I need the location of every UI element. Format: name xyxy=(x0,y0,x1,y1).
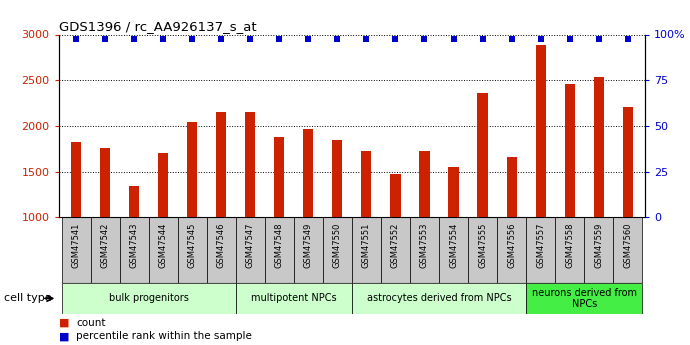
Bar xyxy=(148,217,178,283)
Bar xyxy=(265,217,294,283)
Bar xyxy=(448,167,459,217)
Text: GSM47546: GSM47546 xyxy=(217,223,226,268)
Text: GDS1396 / rc_AA926137_s_at: GDS1396 / rc_AA926137_s_at xyxy=(59,20,256,33)
Bar xyxy=(90,217,119,283)
Text: GSM47559: GSM47559 xyxy=(594,223,603,268)
Text: GSM47558: GSM47558 xyxy=(565,223,574,268)
Bar xyxy=(468,217,497,283)
Text: GSM47541: GSM47541 xyxy=(72,223,81,268)
Bar xyxy=(178,217,207,283)
Bar xyxy=(352,217,381,283)
Text: neurons derived from
NPCs: neurons derived from NPCs xyxy=(532,288,637,309)
Bar xyxy=(526,217,555,283)
Bar xyxy=(439,217,468,283)
Text: astrocytes derived from NPCs: astrocytes derived from NPCs xyxy=(366,294,511,303)
Text: bulk progenitors: bulk progenitors xyxy=(109,294,188,303)
Text: GSM47550: GSM47550 xyxy=(333,223,342,268)
Bar xyxy=(584,217,613,283)
Bar xyxy=(506,157,517,217)
Text: count: count xyxy=(76,318,106,328)
Text: ■: ■ xyxy=(59,318,69,328)
Bar xyxy=(158,153,168,217)
Text: GSM47544: GSM47544 xyxy=(159,223,168,268)
Bar xyxy=(410,217,439,283)
Bar xyxy=(216,112,226,217)
Text: GSM47557: GSM47557 xyxy=(536,223,545,268)
Bar xyxy=(352,283,526,314)
Bar xyxy=(622,107,633,217)
Bar xyxy=(61,217,90,283)
Text: GSM47549: GSM47549 xyxy=(304,223,313,268)
Text: GSM47547: GSM47547 xyxy=(246,223,255,268)
Text: GSM47551: GSM47551 xyxy=(362,223,371,268)
Bar xyxy=(613,217,642,283)
Bar xyxy=(100,148,110,217)
Text: ■: ■ xyxy=(59,331,69,341)
Bar xyxy=(477,93,488,217)
Bar xyxy=(497,217,526,283)
Bar xyxy=(119,217,148,283)
Text: cell type: cell type xyxy=(4,294,52,303)
Bar xyxy=(381,217,410,283)
Bar xyxy=(535,46,546,217)
Bar xyxy=(323,217,352,283)
Bar xyxy=(564,84,575,217)
Bar xyxy=(420,151,430,217)
Text: GSM47552: GSM47552 xyxy=(391,223,400,268)
Bar xyxy=(294,217,323,283)
Bar xyxy=(333,140,342,217)
Bar xyxy=(187,122,197,217)
Text: GSM47542: GSM47542 xyxy=(101,223,110,268)
Bar xyxy=(71,142,81,217)
Text: GSM47548: GSM47548 xyxy=(275,223,284,268)
Bar xyxy=(304,129,313,217)
Bar xyxy=(236,217,265,283)
Text: percentile rank within the sample: percentile rank within the sample xyxy=(76,331,252,341)
Bar xyxy=(129,186,139,217)
Text: GSM47554: GSM47554 xyxy=(449,223,458,268)
Bar xyxy=(391,174,400,217)
Bar xyxy=(236,283,352,314)
Text: GSM47543: GSM47543 xyxy=(130,223,139,268)
Bar xyxy=(274,137,284,217)
Text: GSM47545: GSM47545 xyxy=(188,223,197,268)
Text: GSM47556: GSM47556 xyxy=(507,223,516,268)
Bar xyxy=(362,151,371,217)
Bar xyxy=(555,217,584,283)
Bar xyxy=(61,283,236,314)
Bar xyxy=(593,78,604,217)
Text: GSM47553: GSM47553 xyxy=(420,223,429,268)
Text: GSM47560: GSM47560 xyxy=(623,223,632,268)
Text: GSM47555: GSM47555 xyxy=(478,223,487,268)
Bar xyxy=(207,217,236,283)
Text: multipotent NPCs: multipotent NPCs xyxy=(251,294,337,303)
Bar xyxy=(245,112,255,217)
Bar xyxy=(526,283,642,314)
